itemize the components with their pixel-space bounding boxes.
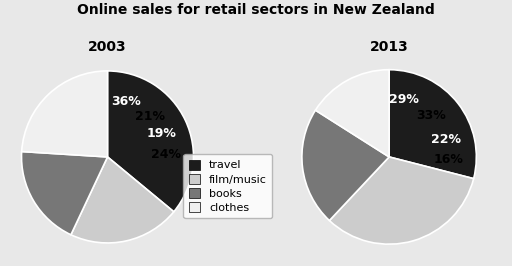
Wedge shape — [329, 157, 474, 244]
Text: 21%: 21% — [135, 110, 165, 123]
Text: 24%: 24% — [151, 148, 181, 161]
Text: 36%: 36% — [111, 95, 140, 108]
Wedge shape — [71, 157, 174, 243]
Wedge shape — [108, 71, 194, 212]
Text: 2013: 2013 — [370, 40, 409, 54]
Legend: travel, film/music, books, clothes: travel, film/music, books, clothes — [183, 154, 272, 218]
Wedge shape — [302, 110, 389, 221]
Wedge shape — [389, 70, 476, 179]
Text: 2003: 2003 — [88, 40, 127, 54]
Wedge shape — [315, 70, 389, 157]
Text: 19%: 19% — [146, 127, 176, 140]
Text: 33%: 33% — [417, 109, 446, 122]
Wedge shape — [22, 152, 108, 235]
Text: Online sales for retail sectors in New Zealand: Online sales for retail sectors in New Z… — [77, 3, 435, 17]
Wedge shape — [22, 71, 108, 157]
Text: 29%: 29% — [389, 93, 419, 106]
Text: 22%: 22% — [431, 133, 461, 146]
Text: 16%: 16% — [434, 152, 463, 165]
